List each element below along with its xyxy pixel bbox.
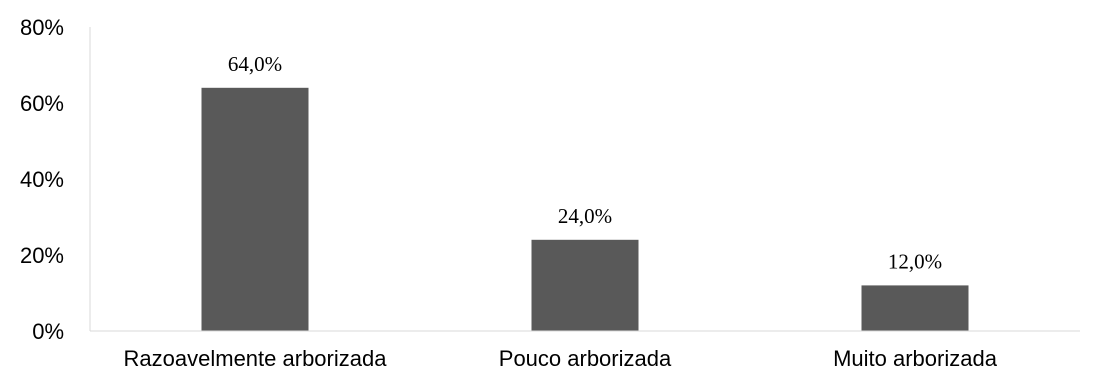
y-tick-label: 0% [32, 319, 64, 344]
bar [861, 285, 969, 331]
y-tick-label: 60% [20, 91, 64, 116]
category-label: Muito arborizada [833, 346, 998, 371]
bar [531, 239, 639, 331]
data-label: 12,0% [888, 249, 942, 273]
y-axis: 0% 20% 40% 60% 80% [20, 15, 91, 344]
y-tick-label: 80% [20, 15, 64, 40]
category-label: Razoavelmente arborizada [124, 346, 388, 371]
x-axis: Razoavelmente arborizada Pouco arborizada… [90, 330, 1080, 371]
bar [201, 87, 309, 331]
y-tick-label: 40% [20, 167, 64, 192]
data-label: 64,0% [228, 52, 282, 76]
y-tick-label: 20% [20, 243, 64, 268]
bars: 64,0% 24,0% 12,0% [201, 52, 969, 331]
category-label: Pouco arborizada [499, 346, 672, 371]
data-label: 24,0% [558, 204, 612, 228]
